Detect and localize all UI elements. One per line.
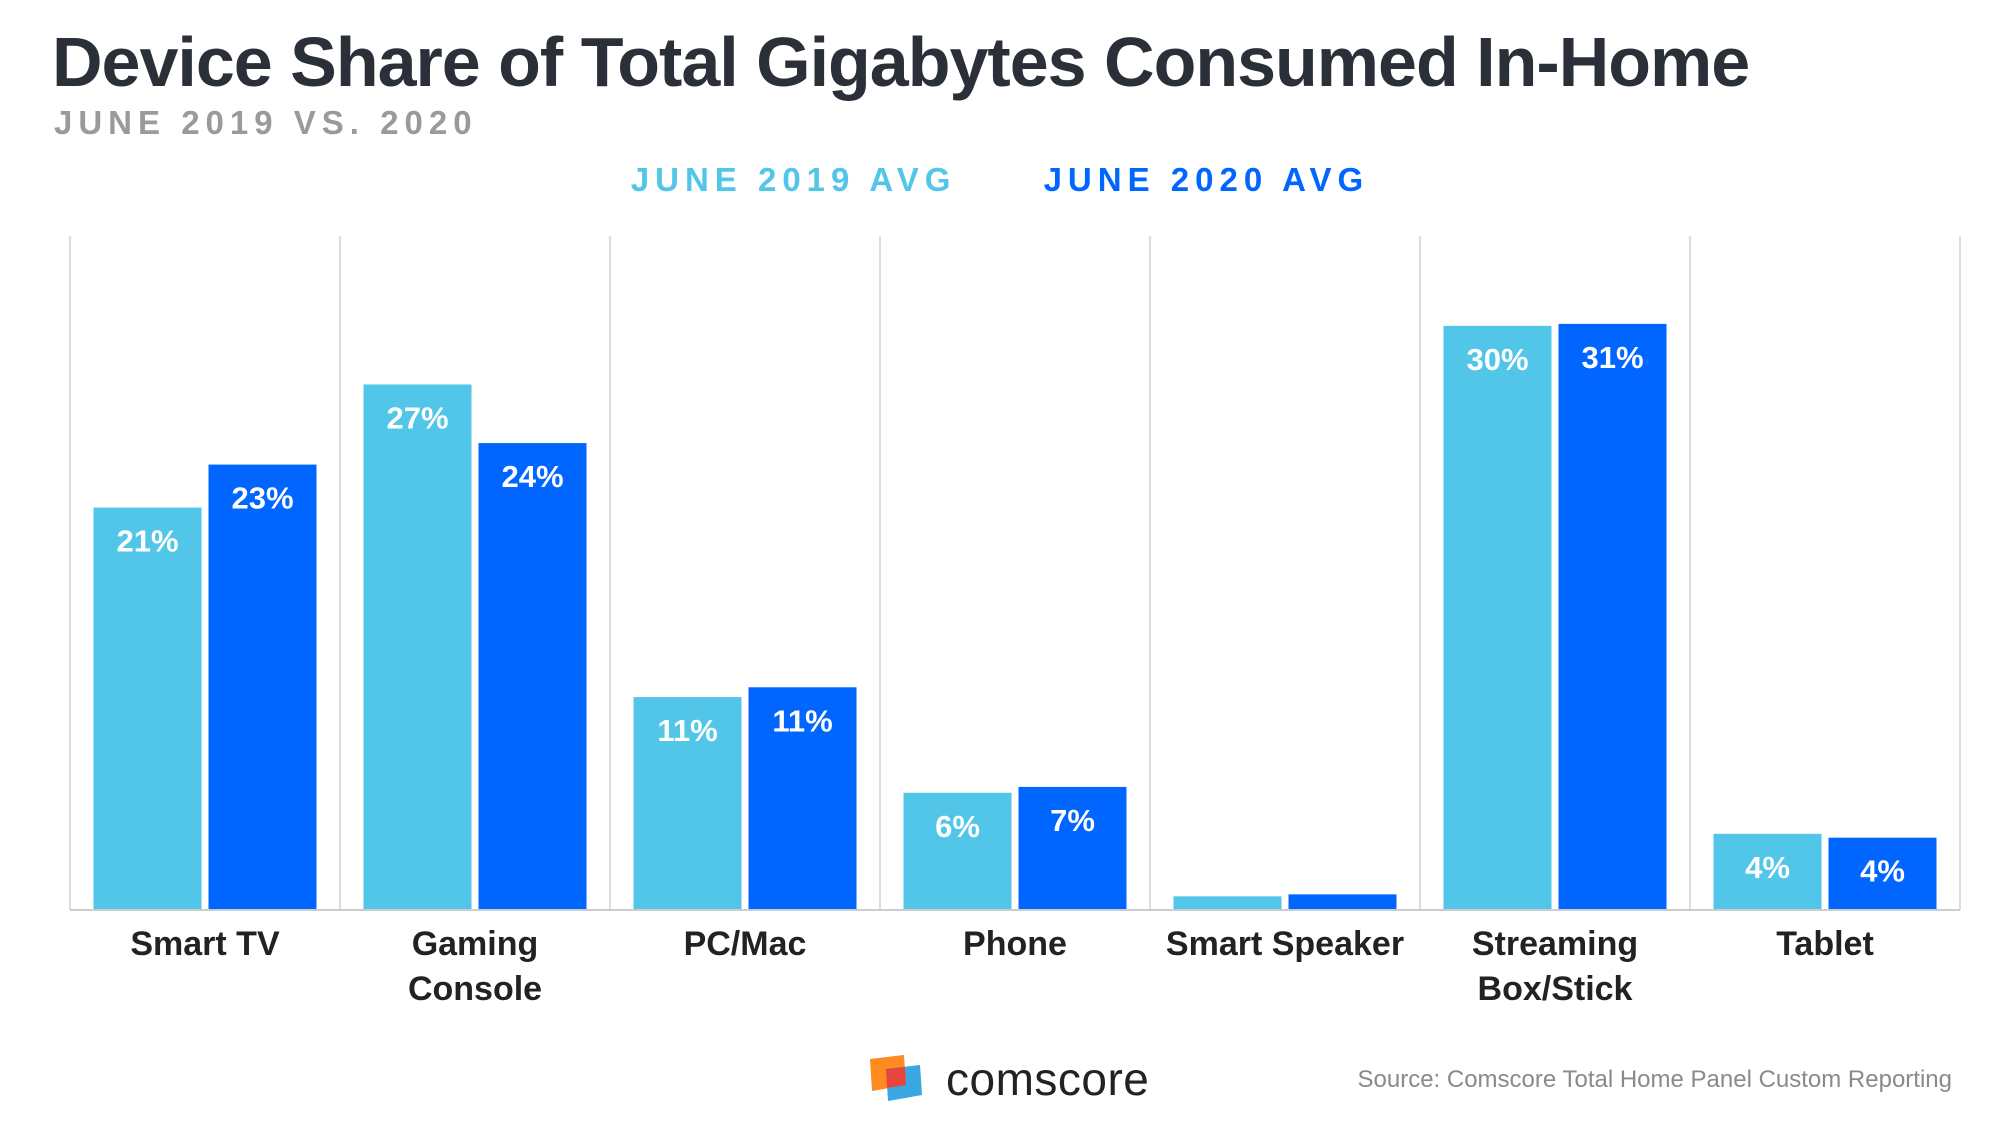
bar-2019-2 [633, 697, 742, 910]
legend-item-2019: JUNE 2019 AVG [630, 161, 957, 198]
data-label-2020-1: 24% [501, 459, 563, 494]
category-label-2: PC/Mac [684, 925, 807, 963]
bar-2020-3 [1018, 786, 1127, 910]
data-label-2019-1: 27% [386, 400, 448, 435]
legend: JUNE 2019 AVG JUNE 2020 AVG [0, 161, 2000, 199]
category-label-4: Smart Speaker [1166, 925, 1404, 963]
chart-title: Device Share of Total Gigabytes Consumed… [52, 23, 1750, 101]
chart-subtitle: JUNE 2019 VS. 2020 [54, 104, 478, 141]
data-label-2019-6: 4% [1745, 850, 1790, 885]
data-label-2020-2: 11% [772, 703, 832, 738]
data-label-2019-3: 6% [935, 809, 980, 844]
comscore-logo: comscore [868, 1052, 1149, 1106]
bar-2019-1 [363, 384, 472, 911]
data-label-2020-5: 31% [1581, 340, 1643, 375]
data-label-2020-3: 7% [1050, 803, 1095, 838]
source-note: Source: Comscore Total Home Panel Custom… [1357, 1066, 1953, 1093]
bar-2019-3 [903, 792, 1012, 910]
legend-item-2020: JUNE 2020 AVG [1043, 161, 1370, 198]
category-label-6: Tablet [1776, 925, 1874, 963]
category-label-5: Box/Stick [1478, 970, 1633, 1008]
category-label-0: Smart TV [130, 925, 280, 963]
bar-2020-4 [1288, 894, 1397, 910]
bar-2019-4 [1173, 896, 1282, 910]
category-label-1: Gaming [412, 925, 539, 963]
category-label-3: Phone [963, 925, 1067, 963]
bar-chart: 21% 23% Smart TV 27% 24% Gaming Console 11% 11% P… [69, 236, 1961, 1008]
data-label-2020-0: 23% [231, 481, 293, 516]
data-label-2019-0: 21% [116, 524, 178, 559]
bar-2019-5 [1443, 325, 1552, 910]
comscore-logo-icon [870, 1055, 922, 1101]
bar-2020-5 [1558, 323, 1667, 910]
bar-2020-0 [208, 464, 317, 910]
data-label-2019-5: 30% [1466, 342, 1528, 377]
bar-2020-2 [748, 687, 857, 910]
bar-2019-6 [1713, 833, 1822, 910]
comscore-logo-text: comscore [946, 1053, 1150, 1105]
category-label-5: Streaming [1472, 925, 1638, 963]
data-label-2019-2: 11% [657, 713, 717, 748]
bar-2019-0 [93, 507, 202, 910]
bar-2020-6 [1828, 837, 1937, 910]
data-label-2020-6: 4% [1860, 854, 1905, 889]
bar-2020-1 [478, 443, 587, 910]
category-label-1: Console [408, 970, 542, 1008]
